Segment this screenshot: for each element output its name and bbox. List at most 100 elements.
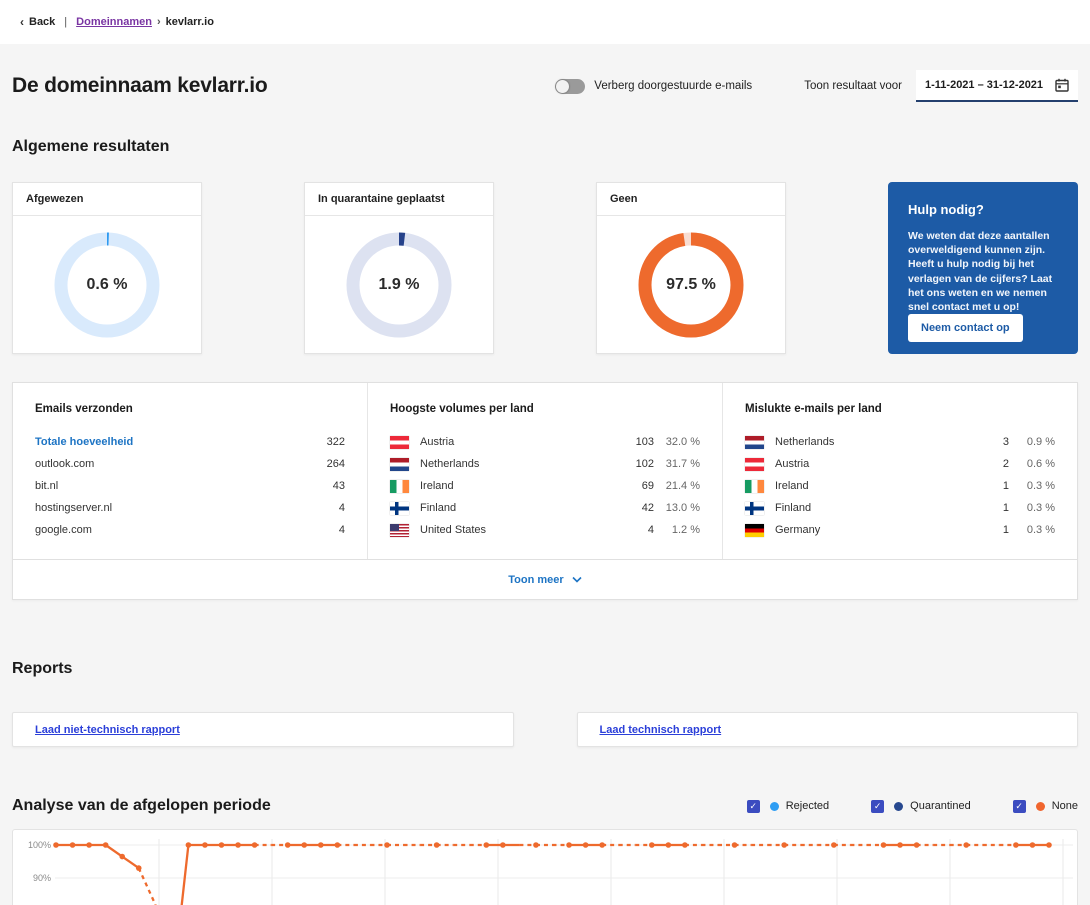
row-label: hostingserver.nl [35,502,113,514]
toggle-label: Verberg doorgestuurde e-mails [594,80,753,92]
country-count: 42 [641,502,654,514]
country-label: Austria [775,458,810,470]
back-link[interactable]: Back [29,16,56,28]
emails-sent-header: Emails verzonden [35,403,133,415]
section-heading-analysis: Analyse van de afgelopen periode [12,797,271,814]
breadcrumb-link-domeinnamen[interactable]: Domeinnamen [76,16,152,28]
country-pct: 31.7 % [665,458,700,470]
netherlands-flag-icon [390,457,409,471]
volumes-header: Hoogste volumes per land [390,403,534,415]
breadcrumb-current: kevlarr.io [165,16,214,28]
table-row: Totale hoeveelheid 322 [35,431,345,453]
country-count: 1 [1002,502,1009,514]
breadcrumb-divider: | [64,16,68,28]
table-row: United States 4 1.2 % [390,519,700,541]
germany-flag-icon [745,523,764,537]
legend-label: None [1051,800,1078,812]
row-label: google.com [35,524,92,536]
chart-legend: ✓ Rejected ✓ Quarantined ✓ None [746,799,1078,813]
calendar-icon[interactable] [1055,78,1069,92]
rejected-checkbox[interactable]: ✓ [746,799,760,813]
country-pct: 32.0 % [665,436,700,448]
country-pct: 0.3 % [1026,524,1055,536]
load-nontechnical-report-link[interactable]: Laad niet-technisch rapport [35,723,180,736]
quarantined-checkbox[interactable]: ✓ [871,799,885,813]
country-count: 102 [635,458,654,470]
table-row: Austria 103 32.0 % [390,431,700,453]
country-label: Finland [775,502,812,514]
contact-button[interactable]: Neem contact op [908,314,1023,343]
table-row: outlook.com 264 [35,453,345,475]
rejected-dot-icon [769,801,779,811]
ireland-flag-icon [390,479,409,493]
table-row: Austria 2 0.6 % [745,453,1055,475]
table-row: bit.nl 43 [35,475,345,497]
row-label: outlook.com [35,458,95,470]
statistics-panel: Emails verzonden Totale hoeveelheid 322 … [12,382,1078,600]
table-row: Ireland 69 21.4 % [390,475,700,497]
finland-flag-icon [745,501,764,515]
country-count: 3 [1002,436,1009,448]
ireland-flag-icon [745,479,764,493]
legend-item-rejected: ✓ Rejected [746,799,830,813]
country-pct: 0.6 % [1026,458,1055,470]
help-panel: Hulp nodig? We weten dat deze aantallen … [888,182,1078,354]
table-row: Ireland 1 0.3 % [745,475,1055,497]
country-pct: 0.3 % [1026,502,1055,514]
failed-header: Mislukte e-mails per land [745,403,882,415]
country-label: Netherlands [420,458,480,470]
back-chevron-icon: ‹ [20,15,24,29]
country-pct: 1.2 % [671,524,700,536]
failed-column: Mislukte e-mails per land Netherlands 3 … [722,383,1077,559]
date-range-value: 1-11-2021 – 31-12-2021 [925,79,1044,91]
country-count: 4 [647,524,654,536]
finland-flag-icon [390,501,409,515]
country-label: Netherlands [775,436,835,448]
report-card-nontechnical: Laad niet-technisch rapport [12,712,514,747]
country-label: Ireland [420,480,454,492]
svg-text:100%: 100% [28,840,51,850]
country-pct: 21.4 % [665,480,700,492]
volumes-column: Hoogste volumes per land Austria 103 32.… [367,383,722,559]
netherlands-flag-icon [745,435,764,449]
card-rejected-title: Afgewezen [13,183,201,216]
legend-label: Quarantined [910,800,971,812]
country-count: 2 [1002,458,1009,470]
legend-label: Rejected [785,800,830,812]
quarantined-donut-chart: 1.9 % [343,229,455,341]
row-value: 4 [338,524,345,536]
country-pct: 0.3 % [1026,480,1055,492]
country-pct: 13.0 % [665,502,700,514]
table-row: Germany 1 0.3 % [745,519,1055,541]
card-none: Geen 97.5 % [596,182,786,354]
united-states-flag-icon [390,523,409,537]
none-donut-chart: 97.5 % [635,229,747,341]
country-label: Finland [420,502,457,514]
help-title: Hulp nodig? [908,202,984,217]
breadcrumb: ‹ Back | Domeinnamen › kevlarr.io [0,0,1090,44]
rejected-donut-chart: 0.6 % [51,229,163,341]
breadcrumb-arrow: › [156,16,161,28]
section-heading-reports: Reports [12,660,73,677]
toggle-knob [556,79,570,93]
legend-item-quarantined: ✓ Quarantined [871,799,971,813]
table-row: Finland 42 13.0 % [390,497,700,519]
row-value: 264 [326,458,345,470]
card-rejected: Afgewezen 0.6 % [12,182,202,354]
hide-forwarded-toggle[interactable] [555,78,586,94]
country-label: United States [420,524,487,536]
table-row: Finland 1 0.3 % [745,497,1055,519]
load-technical-report-link[interactable]: Laad technisch rapport [599,723,722,736]
date-range-label: Toon resultaat voor [804,80,902,92]
quarantined-donut-value: 1.9 % [378,276,420,293]
none-checkbox[interactable]: ✓ [1012,799,1026,813]
section-heading-general: Algemene resultaten [12,138,170,155]
show-more-button[interactable]: Toon meer [508,574,582,586]
date-range-input[interactable]: 1-11-2021 – 31-12-2021 [916,70,1078,102]
row-value: 4 [338,502,345,514]
total-amount-link[interactable]: Totale hoeveelheid [35,436,134,448]
help-body: We weten dat deze aantallen overweldigen… [908,230,1053,313]
timeline-chart: 100% 90% [12,829,1078,905]
card-quarantined-title: In quarantaine geplaatst [305,183,493,216]
table-row: hostingserver.nl 4 [35,497,345,519]
